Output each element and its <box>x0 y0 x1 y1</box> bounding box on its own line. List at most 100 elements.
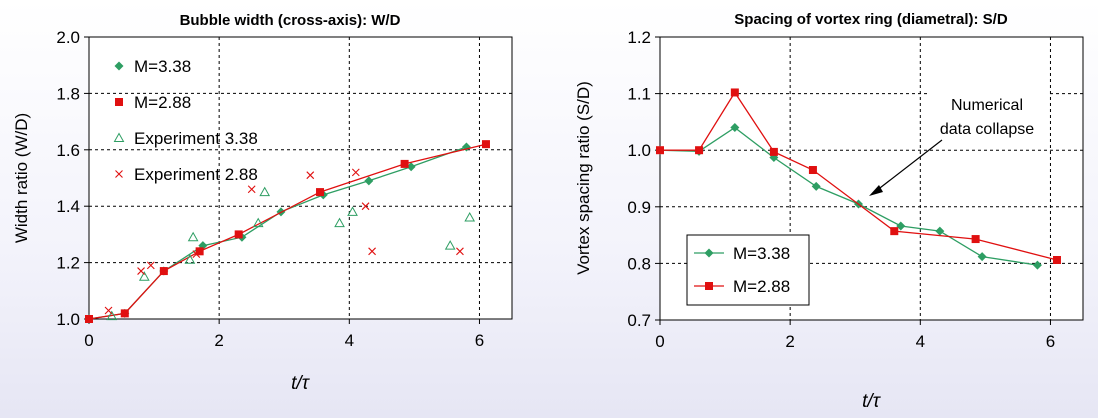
x-tick-label: 6 <box>475 331 484 350</box>
legend-item-m288: M=2.88 <box>115 93 191 112</box>
x-tick-label: 0 <box>655 332 664 351</box>
x-tick-label: 4 <box>916 332 925 351</box>
legend-marker <box>115 98 123 106</box>
y-tick-label: 1.0 <box>56 310 80 329</box>
y-tick-labels: 0.7 0.8 0.9 1.0 1.1 1.2 <box>627 28 651 330</box>
data-point <box>252 217 264 228</box>
data-point <box>456 247 464 256</box>
legend-label: M=2.88 <box>134 93 191 112</box>
y-tick-label: 0.9 <box>627 198 651 217</box>
y-tick-label: 1.8 <box>56 84 80 103</box>
x-tick-labels: 0 2 4 6 <box>84 331 484 350</box>
series-layer <box>655 88 1061 270</box>
annotation-line-2: data collapse <box>940 121 1034 138</box>
data-point <box>85 315 93 323</box>
x-tick-label: 2 <box>785 332 794 351</box>
data-point <box>769 147 778 156</box>
data-point <box>159 267 168 276</box>
data-point <box>234 230 243 239</box>
legend-marker <box>704 248 714 258</box>
chart-vortex-spacing: 0.7 0.8 0.9 1.0 1.1 1.2 0 2 4 6 Spacing of vorte… <box>574 11 1084 412</box>
annotation-box <box>928 92 1048 140</box>
data-point <box>1032 260 1042 270</box>
legend-label: Experiment 2.88 <box>134 165 258 184</box>
legend-item-m338: M=3.38 <box>114 57 191 76</box>
y-axis-label: Vortex spacing ratio (S/D) <box>574 81 593 275</box>
series-layer <box>84 140 490 324</box>
data-point <box>730 123 740 133</box>
data-point <box>695 146 704 155</box>
data-point <box>935 226 945 236</box>
data-point <box>808 166 817 175</box>
y-tick-label: 1.1 <box>627 85 651 104</box>
data-point <box>364 176 374 186</box>
annotation-arrow <box>875 139 943 192</box>
x-tick-label: 0 <box>84 331 93 350</box>
y-tick-label: 1.4 <box>56 197 80 216</box>
data-point <box>890 227 899 236</box>
data-point <box>481 140 490 149</box>
legend: M=3.38 M=2.88 <box>686 234 810 306</box>
x-tick-labels: 0 2 4 6 <box>655 332 1055 351</box>
data-point <box>347 206 358 216</box>
data-point <box>368 247 376 256</box>
data-point <box>106 310 118 321</box>
y-tick-label: 0.7 <box>627 311 651 330</box>
chart-title: Spacing of vortex ring (diametral): S/D <box>734 11 1008 28</box>
data-point <box>361 202 370 211</box>
chart-title: Bubble width (cross-axis): W/D <box>180 12 401 29</box>
legend-item-m338: M=3.38 <box>694 244 790 263</box>
series-experiment-2-88 <box>104 168 464 315</box>
data-point <box>351 168 360 177</box>
x-axis-label: t/τ <box>862 391 882 412</box>
data-point <box>247 185 256 194</box>
data-point <box>444 240 456 250</box>
data-point <box>316 188 325 197</box>
y-tick-label: 1.6 <box>56 141 80 160</box>
legend-marker <box>705 282 713 290</box>
data-point <box>977 252 987 262</box>
legend-marker <box>113 132 125 142</box>
data-point <box>184 254 196 264</box>
data-point <box>334 217 345 228</box>
grid-lines <box>89 37 512 319</box>
legend: M=3.38 M=2.88 Experiment 3.38 Experiment… <box>113 57 258 184</box>
data-point <box>104 306 113 315</box>
data-point <box>1052 256 1061 265</box>
legend-label: Experiment 3.38 <box>134 129 258 148</box>
chart-bubble-width: 1.0 1.2 1.4 1.6 1.8 2.0 0 2 4 6 Bubble width (cr… <box>12 12 513 394</box>
data-point <box>187 231 199 242</box>
y-tick-label: 1.0 <box>627 141 651 160</box>
series-experiment-3-38 <box>106 186 476 321</box>
legend-label: M=3.38 <box>733 244 790 263</box>
series-line <box>88 143 487 320</box>
annotation: Numerical data collapse <box>869 92 1048 196</box>
data-point <box>971 235 980 244</box>
y-axis-label: Width ratio (W/D) <box>12 113 31 243</box>
legend-label: M=2.88 <box>733 277 790 296</box>
data-point <box>406 162 416 172</box>
legend-label: M=3.38 <box>134 57 191 76</box>
data-point <box>730 88 739 97</box>
x-axis-label: t/τ <box>291 373 311 394</box>
x-tick-label: 2 <box>214 331 223 350</box>
data-point <box>811 181 821 191</box>
data-point <box>306 171 315 180</box>
data-point <box>400 159 409 168</box>
series-m-2-88 <box>656 88 1061 265</box>
y-tick-label: 0.8 <box>627 254 651 273</box>
x-tick-label: 4 <box>345 331 354 350</box>
data-point <box>259 186 271 197</box>
y-tick-label: 1.2 <box>56 254 80 273</box>
data-point <box>192 250 201 259</box>
legend-marker <box>114 61 124 71</box>
legend-marker <box>115 170 123 178</box>
legend-item-exp338: Experiment 3.38 <box>113 129 258 148</box>
plot-area <box>88 36 513 320</box>
x-tick-label: 6 <box>1046 332 1055 351</box>
annotation-line-1: Numerical <box>951 97 1023 114</box>
data-point <box>656 146 664 155</box>
data-point <box>464 211 476 222</box>
legend-item-exp288: Experiment 2.88 <box>115 165 258 184</box>
